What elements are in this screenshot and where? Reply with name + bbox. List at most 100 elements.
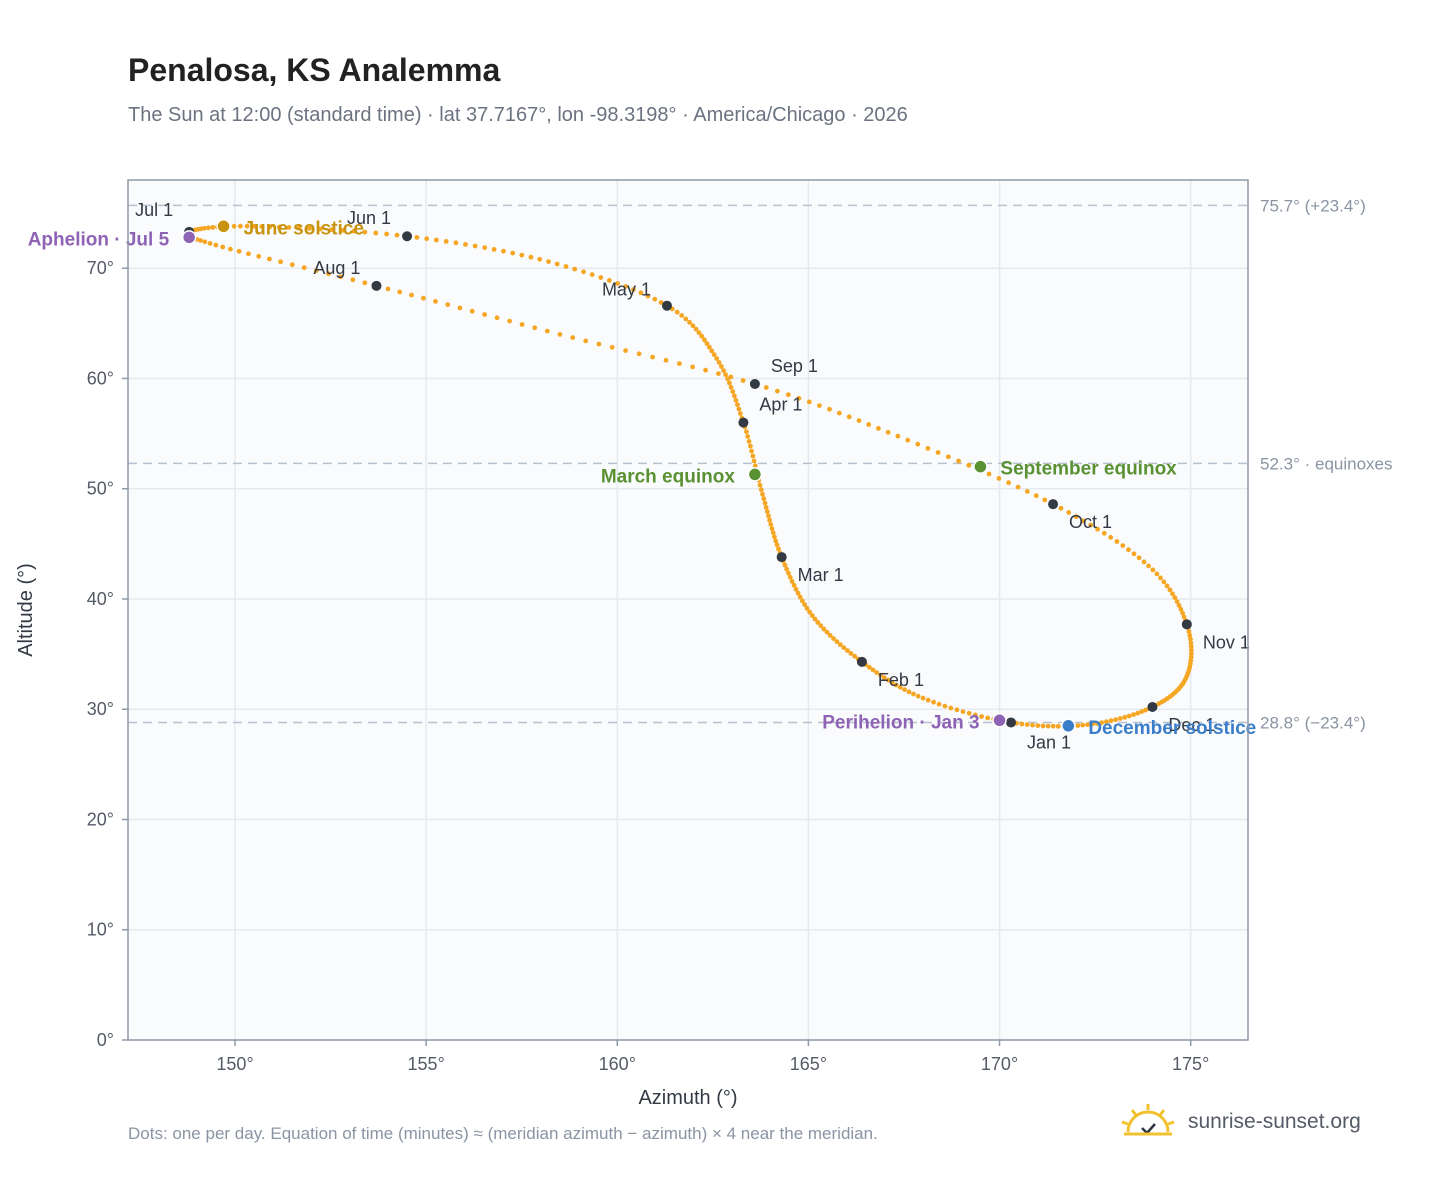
daily-sun-dot [213, 242, 219, 248]
event-marker [747, 467, 763, 482]
daily-sun-dot [956, 458, 961, 464]
month-marker [371, 280, 382, 291]
daily-sun-dot [528, 254, 534, 260]
month-marker [661, 300, 672, 311]
daily-sun-dot [690, 364, 695, 370]
daily-sun-dot [906, 689, 912, 695]
month-marker-label: Apr 1 [759, 395, 802, 415]
daily-sun-dot [231, 223, 237, 229]
footnote: Dots: one per day. Equation of time (min… [128, 1124, 878, 1143]
daily-sun-dot [1126, 713, 1132, 719]
month-marker-label: May 1 [602, 280, 651, 300]
daily-sun-dot [207, 241, 213, 246]
y-tick-label: 40° [87, 589, 114, 609]
daily-sun-dot [1101, 530, 1107, 536]
daily-sun-dot [1188, 640, 1194, 646]
daily-sun-dot [793, 586, 799, 592]
daily-sun-dot [1015, 484, 1021, 490]
daily-sun-dot [394, 232, 400, 238]
daily-sun-dot [328, 227, 334, 233]
daily-sun-dot [453, 240, 459, 246]
daily-sun-dot [716, 371, 721, 376]
daily-sun-dot [606, 278, 612, 283]
month-marker-label: Feb 1 [878, 670, 924, 690]
daily-sun-dot [201, 225, 207, 231]
x-tick-label: 155° [408, 1054, 445, 1074]
daily-sun-dot [760, 491, 765, 497]
daily-sun-dot [1058, 505, 1064, 511]
reference-lines: 75.7° (+23.4°) 52.3° · equinoxes 28.8° (−2… [128, 196, 1393, 732]
daily-sun-dot [966, 710, 972, 716]
daily-sun-dot [507, 318, 512, 324]
daily-sun-dot [782, 562, 788, 568]
daily-sun-dot [721, 368, 726, 373]
daily-sun-dot [313, 268, 319, 274]
reference-line-label: 52.3° · equinoxes [1260, 454, 1393, 473]
daily-sun-dot [931, 699, 936, 705]
daily-sun-dot [546, 259, 551, 264]
daily-sun-dot [827, 406, 832, 412]
daily-sun-dot [738, 411, 743, 416]
daily-sun-dot [800, 598, 805, 604]
daily-sun-dot [623, 284, 628, 289]
daily-sun-dot [683, 316, 689, 322]
daily-sun-dot [893, 682, 899, 688]
daily-sun-dot [1172, 595, 1178, 601]
daily-sun-dot [716, 360, 722, 365]
month-marker [1006, 717, 1017, 728]
daily-sun-dot [482, 245, 488, 251]
daily-sun-dot [286, 225, 292, 230]
daily-sun-dot [1146, 563, 1151, 569]
daily-sun-dot [259, 224, 265, 229]
daily-sun-dot [317, 226, 323, 232]
daily-sun-dot [796, 395, 802, 401]
daily-sun-dot [340, 228, 345, 233]
daily-sun-dot [609, 344, 615, 350]
daily-sun-dot [658, 300, 664, 305]
daily-sun-dot [677, 361, 682, 366]
daily-sun-dot [925, 697, 931, 703]
daily-sun-dot [1085, 722, 1090, 728]
daily-sun-dot [563, 264, 569, 269]
brand[interactable]: sunrise-sunset.org [1120, 1102, 1361, 1142]
daily-sun-dot [645, 293, 651, 299]
daily-sun-dot [362, 280, 368, 286]
daily-sun-dot [1143, 707, 1148, 713]
month-marker [856, 656, 867, 667]
month-markers: Jan 1 Feb 1 Mar 1 Apr 1 May 1 Jun 1 Jul 1 Aug 1… [135, 200, 1250, 753]
y-tick-label: 20° [87, 809, 114, 829]
daily-sun-dot [434, 237, 439, 243]
chart-title: Penalosa, KS Analemma [128, 52, 501, 88]
event-markers: June solstice December solstice March equi… [28, 218, 1257, 738]
daily-sun-dot [758, 487, 764, 493]
brand-name: sunrise-sunset.org [1188, 1110, 1361, 1133]
daily-sun-dot [696, 330, 702, 336]
daily-sun-dot [878, 672, 883, 678]
daily-sun-dot [768, 522, 774, 527]
daily-sun-dot [220, 244, 226, 250]
reference-line-label: 28.8° (−23.4°) [1260, 713, 1366, 732]
daily-sun-dot [409, 292, 414, 298]
daily-sun-dot [703, 367, 708, 373]
daily-sun-dot [948, 705, 954, 711]
daily-sun-dot [791, 582, 797, 588]
daily-sun-dot [797, 594, 803, 600]
daily-sun-dot [812, 616, 818, 622]
daily-sun-dot [784, 566, 790, 572]
daily-sun-dot [744, 429, 749, 435]
daily-sun-dot [1180, 610, 1185, 616]
daily-sun-dot [1040, 723, 1046, 729]
daily-sun-dot [1081, 518, 1086, 524]
event-label: June solstice [244, 218, 364, 239]
y-tick-label: 30° [87, 699, 114, 719]
daily-sun-dot [745, 434, 751, 439]
daily-sun-dot [831, 636, 836, 641]
daily-sun-dot [769, 526, 775, 531]
daily-sun-dot [1019, 721, 1025, 727]
daily-sun-dot [1045, 723, 1051, 729]
daily-sun-dot [519, 252, 525, 258]
daily-sun-dot [1188, 644, 1194, 649]
daily-sun-dot [1186, 629, 1192, 635]
daily-sun-dot [960, 709, 966, 714]
